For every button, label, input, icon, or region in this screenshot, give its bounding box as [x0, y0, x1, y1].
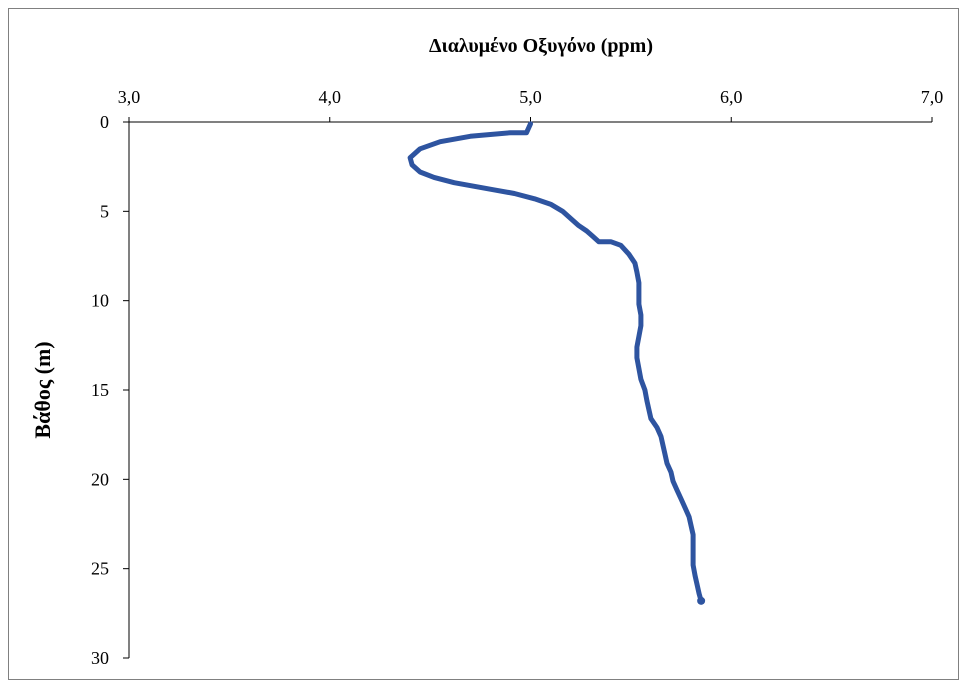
x-tick-label: 4,0	[319, 87, 342, 107]
y-tick-label: 20	[91, 469, 109, 489]
axes-group: 3,0 4,0 5,0 6,0 7,0 0 5 10 15 20 25 30	[91, 87, 943, 668]
series-layer	[407, 121, 706, 605]
series-line	[407, 121, 704, 604]
x-tick-label: 6,0	[720, 87, 743, 107]
y-tick-label: 10	[91, 291, 109, 311]
x-tick-label: 3,0	[118, 87, 141, 107]
x-tick-label: 7,0	[921, 87, 944, 107]
chart-title: Διαλυμένο Οξυγόνο (ppm)	[429, 35, 653, 57]
series-end-point	[697, 596, 706, 605]
y-tick-label: 30	[91, 648, 109, 668]
x-tick-label: 5,0	[519, 87, 542, 107]
y-tick-label: 5	[100, 201, 109, 221]
y-axis-label: Βάθος (m)	[30, 341, 55, 438]
y-tick-label: 15	[91, 380, 109, 400]
chart-frame	[8, 8, 959, 680]
y-tick-label: 25	[91, 559, 109, 579]
y-tick-label: 0	[100, 112, 109, 132]
